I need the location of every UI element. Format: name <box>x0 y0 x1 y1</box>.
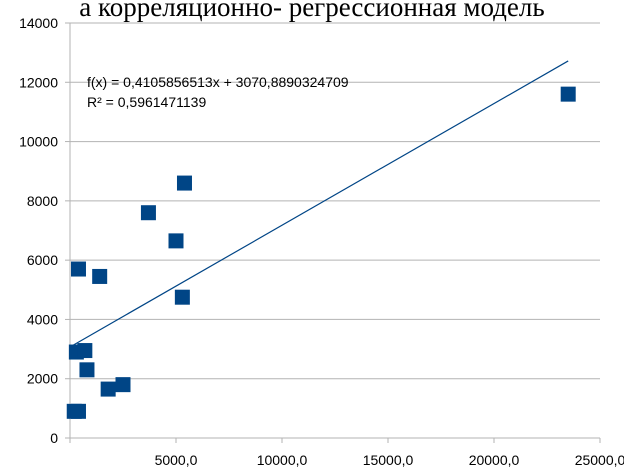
y-tick-label: 12000 <box>19 74 58 90</box>
y-tick-label: 8000 <box>27 193 58 209</box>
x-tick-label: 15000,0 <box>363 452 414 468</box>
data-point <box>168 233 184 249</box>
x-tick-label: 5000,0 <box>155 452 198 468</box>
data-point <box>70 403 86 419</box>
y-tick-label: 10000 <box>19 134 58 150</box>
trendline-group <box>69 60 569 348</box>
data-point <box>140 205 156 221</box>
data-point <box>560 86 576 102</box>
data-point <box>77 343 93 359</box>
data-points <box>66 86 576 419</box>
x-tick-labels: 5000,0 10000,0 15000,0 20000,0 25000,0 <box>155 452 624 468</box>
data-point <box>176 175 192 191</box>
data-point <box>100 381 116 397</box>
y-tick-label: 0 <box>50 430 58 446</box>
x-tick-label: 25000,0 <box>575 452 624 468</box>
r-squared-label: R² = 0,5961471139 <box>87 94 206 110</box>
gridlines <box>70 22 600 380</box>
data-point <box>92 268 108 284</box>
y-tick-labels: 0 2000 4000 6000 8000 10000 12000 14000 <box>19 15 58 446</box>
trendline-equation: f(x) = 0,4105856513x + 3070,8890324709 <box>87 74 349 90</box>
data-point <box>79 362 95 378</box>
trendline <box>69 60 569 348</box>
x-tick-label: 10000,0 <box>257 452 308 468</box>
y-tick-label: 14000 <box>19 15 58 31</box>
axes <box>65 22 601 443</box>
y-tick-label: 4000 <box>27 311 58 327</box>
x-tick-label: 20000,0 <box>469 452 520 468</box>
y-tick-label: 2000 <box>27 371 58 387</box>
data-point <box>70 261 86 277</box>
data-point <box>115 377 131 393</box>
top-caption: а корреляционно- регрессионная модель <box>79 0 544 22</box>
y-tick-label: 6000 <box>27 252 58 268</box>
data-point <box>174 289 190 305</box>
